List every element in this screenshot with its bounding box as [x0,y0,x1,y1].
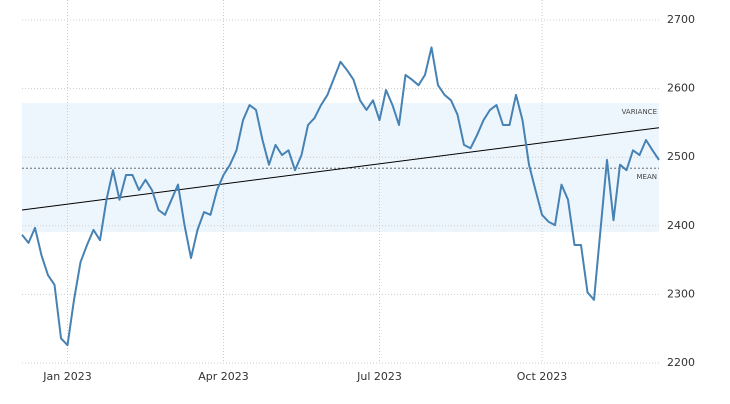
price-line [21,46,660,347]
y-tick-label: 2600 [667,82,695,95]
y-tick-label: 2400 [667,219,695,232]
trend-line [21,127,660,211]
y-tick-label: 2500 [667,150,695,163]
x-tick-label: Jul 2023 [356,370,402,383]
x-tick-label: Apr 2023 [198,370,249,383]
x-tick-label: Jan 2023 [42,370,91,383]
x-tick-label: Oct 2023 [517,370,568,383]
variance-label: VARIANCE [622,108,657,116]
y-tick-label: 2200 [667,356,695,369]
y-tick-label: 2700 [667,13,695,26]
y-tick-label: 2300 [667,287,695,300]
variance-band [22,103,659,232]
mean-label: MEAN [637,173,658,181]
